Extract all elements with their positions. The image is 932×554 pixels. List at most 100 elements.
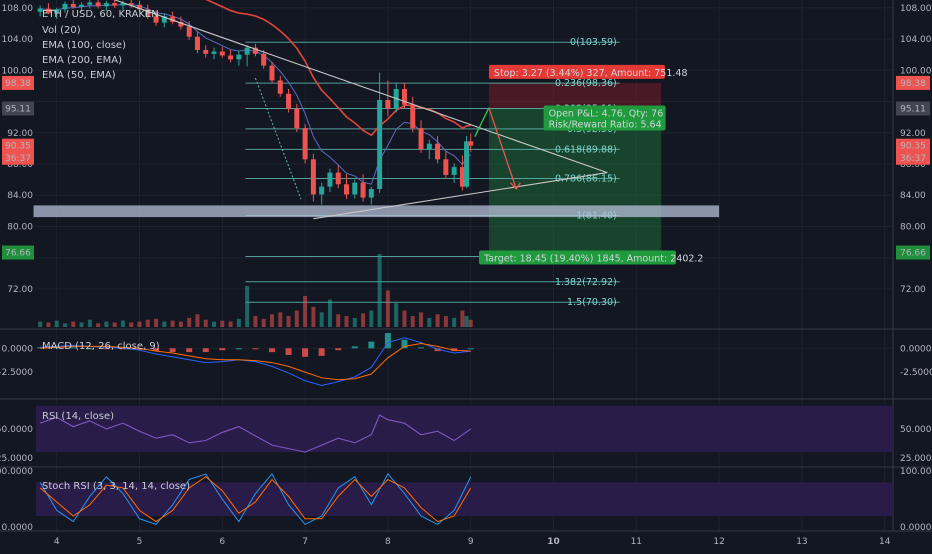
forecast-arrow-head: [509, 182, 521, 191]
candle-body: [443, 159, 449, 175]
volume-bar: [71, 321, 76, 327]
volume-bar: [162, 321, 167, 327]
candle-body: [203, 49, 209, 54]
macd-hist-bar: [219, 348, 226, 351]
candle-body: [327, 172, 333, 187]
candle-body: [319, 186, 325, 195]
macd-hist-bar: [86, 348, 93, 350]
fib-level-label: 1.382(72.92): [555, 277, 617, 288]
left-price-tag: 95.11: [5, 104, 31, 114]
macd-hist-bar: [70, 347, 77, 349]
right-price-tag-box: [896, 101, 930, 116]
volume-bar: [435, 314, 440, 327]
target-label-text: Target: 18.45 (19.40%) 1845, Amount: 240…: [483, 254, 704, 265]
macd-hist-bar: [302, 348, 309, 357]
stop-label-text: Stop: 3.27 (3.44%) 327, Amount: 751.48: [494, 68, 688, 79]
volume-bar: [104, 321, 109, 327]
candle-body: [211, 51, 217, 54]
macd-right-tick: 0.0000: [900, 344, 932, 354]
left-price-tick: 104.00: [2, 35, 34, 45]
candle-body: [70, 3, 76, 8]
candle-body: [418, 128, 424, 150]
indicator-legend: EMA (50, EMA): [42, 70, 116, 81]
volume-bar: [212, 321, 217, 327]
candle-body: [368, 188, 374, 198]
macd-hist-bar: [467, 348, 474, 350]
volume-bar: [129, 322, 134, 327]
volume-bar: [46, 322, 51, 327]
macd-hist-bar: [252, 348, 259, 350]
candle-body: [54, 9, 60, 14]
target-label-box: [478, 250, 676, 265]
candle-body: [170, 16, 176, 22]
x-axis-tick: 11: [631, 537, 642, 547]
left-price-tick: 84.00: [7, 191, 33, 201]
candle-body: [261, 53, 267, 66]
chart-title: ETH / USD, 60, KRAKEN: [42, 9, 159, 20]
indicator-legend: EMA (200, EMA): [42, 55, 122, 66]
volume-bar: [170, 320, 175, 327]
candle-body: [244, 47, 250, 55]
candle-body: [161, 16, 167, 23]
stoch-right-tick: 0.0000: [900, 523, 932, 533]
macd-left-tick: -2.5000: [0, 368, 33, 378]
left-price-tick: 92.00: [7, 129, 33, 139]
macd-line: [40, 337, 471, 386]
volume-bar: [79, 322, 84, 327]
fib-level-label: 0(103.59): [570, 37, 617, 48]
rsi-line: [39, 414, 472, 453]
pnl-label-box: [543, 105, 666, 131]
right-price-tag: 95.11: [900, 104, 926, 114]
left-price-tick: 88.00: [7, 160, 33, 170]
right-price-tick: 84.00: [900, 191, 926, 201]
rsi-right-tick: 25.0000: [900, 454, 932, 464]
macd-hist-bar: [418, 347, 425, 349]
rsi-left-tick: 25.0000: [0, 454, 33, 464]
stoch-k-line: [39, 473, 472, 526]
volume-bar: [410, 316, 415, 327]
volume-bar: [286, 316, 291, 327]
volume-bar: [220, 320, 225, 327]
volume-bar: [137, 321, 142, 327]
candle-body: [103, 3, 109, 7]
right-price-tick: 80.00: [900, 222, 926, 232]
candle-body: [145, 9, 151, 17]
volume-bar: [385, 290, 390, 327]
volume-bar: [145, 319, 150, 327]
macd-hist-bar: [318, 348, 325, 356]
candle-body: [377, 99, 383, 189]
macd-hist-bar: [268, 348, 275, 353]
candle-body: [426, 143, 432, 150]
right-price-tag: 36:37: [900, 154, 926, 164]
volume-bar: [336, 314, 341, 327]
macd-title: MACD (12, 26, close, 9): [42, 341, 160, 352]
volume-bar: [228, 321, 233, 327]
candle-body: [451, 167, 457, 175]
pnl-label-text: Risk/Reward Ratio: 5.64: [549, 119, 662, 130]
volume-bar: [203, 319, 208, 327]
ema-200-line: [205, 0, 471, 137]
candle-body: [335, 172, 341, 185]
fib-level-label: 0.236(98.36): [555, 78, 617, 89]
candle-body: [45, 8, 51, 14]
left-price-tag: 76.66: [5, 249, 31, 259]
left-price-tick: 108.00: [2, 4, 34, 14]
volume-bar: [269, 314, 274, 327]
volume-bar: [419, 312, 424, 327]
profit-zone: [488, 108, 662, 253]
fib-level-label: 0.786(86.15): [555, 173, 617, 184]
right-price-tick: 100.00: [900, 66, 932, 76]
volume-bar: [245, 285, 250, 327]
macd-hist-bar: [169, 348, 176, 353]
left-price-tag: 36:37: [5, 154, 31, 164]
x-axis-tick: 7: [302, 537, 308, 547]
candle-body: [310, 159, 316, 195]
candle-body: [410, 104, 416, 129]
left-price-tag: 90.35: [5, 142, 31, 152]
projection-dotted-line: [254, 77, 302, 200]
volume-bar: [468, 319, 473, 327]
left-price-tag-box: [2, 138, 34, 153]
volume-bar: [154, 318, 159, 327]
